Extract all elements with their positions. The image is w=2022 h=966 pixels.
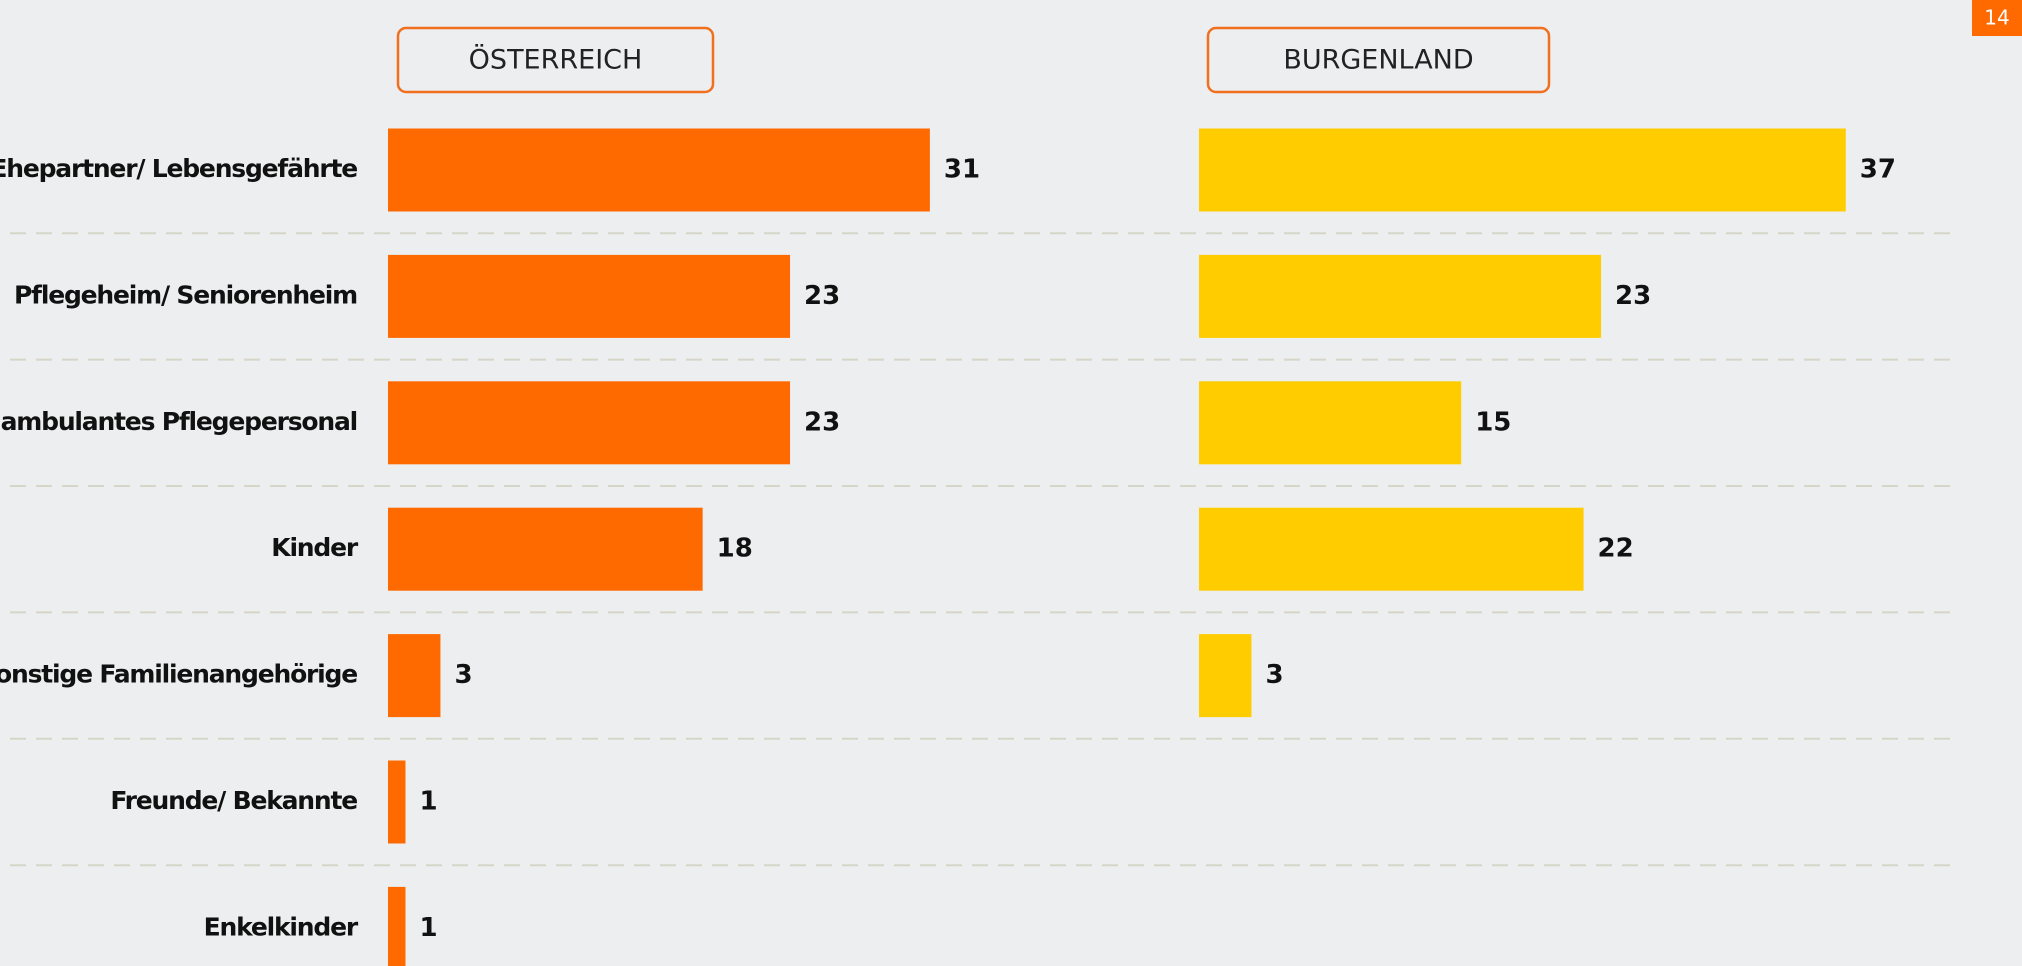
value-label: 1 xyxy=(419,913,437,943)
category-label: Pflegeheim/ Seniorenheim xyxy=(14,280,357,309)
value-label: 15 xyxy=(1475,407,1511,437)
page-number: 14 xyxy=(1984,6,2009,30)
value-label: 18 xyxy=(717,534,753,564)
value-label: 23 xyxy=(804,407,840,437)
bar xyxy=(388,634,441,718)
category-label: Freunde/ Bekannte xyxy=(110,786,357,815)
value-label: 23 xyxy=(1615,281,1651,311)
bar xyxy=(1199,634,1252,718)
chart-title: ÖSTERREICH xyxy=(469,44,643,76)
value-label: 3 xyxy=(1265,660,1283,690)
bar xyxy=(388,760,406,844)
category-label: Ehepartner/ Lebensgefährte xyxy=(0,154,357,183)
chart-title: BURGENLAND xyxy=(1283,45,1473,76)
page-number-box xyxy=(1972,0,2022,36)
title-box xyxy=(1206,26,1551,94)
category-label: ambulantes Pflegepersonal xyxy=(1,407,357,436)
bar xyxy=(388,381,791,465)
bar xyxy=(1199,507,1584,591)
title-box xyxy=(396,26,715,94)
value-label: 3 xyxy=(454,660,472,690)
value-label: 37 xyxy=(1860,155,1896,185)
bar xyxy=(388,254,791,338)
value-label: 23 xyxy=(804,281,840,311)
bar xyxy=(388,886,406,966)
category-label: Kinder xyxy=(271,533,359,562)
bar xyxy=(388,507,703,591)
bar xyxy=(1199,381,1462,465)
value-label: 1 xyxy=(419,787,437,817)
category-label: sonstige Familienangehörige xyxy=(0,660,357,689)
value-label: 31 xyxy=(944,155,980,185)
category-label: Enkelkinder xyxy=(204,912,359,941)
value-label: 22 xyxy=(1598,534,1634,564)
bar xyxy=(1199,254,1602,338)
bar xyxy=(388,128,930,212)
bar xyxy=(1199,128,1846,212)
